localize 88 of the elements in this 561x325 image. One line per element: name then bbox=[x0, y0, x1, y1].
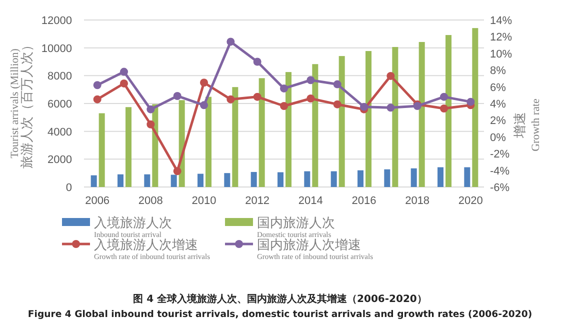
point bbox=[333, 100, 342, 108]
bar bbox=[384, 169, 390, 187]
bar bbox=[118, 174, 124, 187]
point bbox=[386, 72, 395, 80]
point bbox=[253, 58, 262, 66]
point bbox=[120, 79, 128, 88]
bar bbox=[198, 174, 204, 187]
bar bbox=[98, 113, 105, 187]
y2-tick-label: -6% bbox=[490, 182, 510, 194]
bar bbox=[258, 78, 265, 187]
bar bbox=[358, 170, 364, 187]
bar bbox=[338, 56, 345, 187]
x-tick-label: 2008 bbox=[138, 195, 163, 207]
point bbox=[146, 105, 155, 114]
point bbox=[333, 80, 342, 88]
point bbox=[226, 38, 235, 46]
bar bbox=[438, 167, 444, 187]
bar bbox=[472, 28, 478, 187]
bar bbox=[286, 72, 292, 187]
point bbox=[120, 68, 128, 76]
point bbox=[253, 92, 262, 101]
bar bbox=[418, 42, 425, 187]
x-tick-label: 2016 bbox=[352, 195, 376, 207]
y2-tick-label: -2% bbox=[490, 148, 510, 161]
text: Figure 4 Global inbound tourist arrivals, domestic tourist arrivals and growth rates (2006-2020) bbox=[28, 309, 532, 320]
text: 图 4 全球入境旅游人次、国内旅游人次及其增速（2006-2020） bbox=[133, 293, 427, 305]
legend-label: 入境旅游人次 Inbound tourist arrival bbox=[94, 215, 172, 239]
bar bbox=[312, 64, 318, 187]
point bbox=[146, 120, 155, 128]
point bbox=[360, 102, 368, 111]
y2-tick-label: 10% bbox=[490, 48, 512, 60]
y2-tick-label: 2% bbox=[490, 115, 506, 128]
bar bbox=[278, 172, 284, 187]
point bbox=[280, 84, 288, 92]
y2-axis-title: 增速 Growth rate bbox=[512, 98, 542, 152]
y2-tick-label: -4% bbox=[490, 165, 510, 178]
bar bbox=[330, 171, 337, 187]
bar bbox=[232, 87, 238, 187]
point bbox=[173, 92, 182, 100]
x-tick-label: 2014 bbox=[298, 195, 323, 207]
bar bbox=[224, 173, 230, 187]
y-axis-title: Tourist arrivals (Million) 旅游人次（百万人次） bbox=[9, 38, 34, 168]
x-tick-label: 2010 bbox=[192, 195, 216, 207]
point bbox=[440, 92, 448, 101]
y-tick-label: 0 bbox=[66, 182, 72, 194]
bar bbox=[446, 35, 452, 187]
point bbox=[440, 104, 448, 113]
legend-label: 国内旅游人次 Domestic tourist arrivals bbox=[257, 215, 335, 239]
bar bbox=[366, 51, 372, 187]
point bbox=[306, 76, 315, 84]
point bbox=[466, 98, 475, 106]
bar bbox=[464, 167, 470, 187]
bar bbox=[126, 107, 132, 187]
point bbox=[226, 95, 235, 104]
y-tick-label: 6000 bbox=[48, 98, 72, 110]
y-tick-label: 2000 bbox=[48, 154, 72, 166]
y2-tick-label: 4% bbox=[490, 98, 506, 110]
y2-tick-label: 6% bbox=[490, 82, 506, 94]
point bbox=[200, 78, 208, 87]
legend-label: 国内旅游人次增速 Growth rate of inbound tourist arrivals bbox=[257, 237, 374, 261]
y-tick-label: 8000 bbox=[48, 70, 72, 83]
bar bbox=[170, 174, 177, 187]
bar bbox=[304, 171, 310, 187]
y2-tick-label: 8% bbox=[490, 65, 506, 78]
bar bbox=[206, 96, 212, 187]
x-tick-label: 2020 bbox=[458, 195, 483, 207]
x-tick-label: 2012 bbox=[245, 195, 270, 207]
legend-label: 入境旅游人次增速 Growth rate of inbound tourist arrivals bbox=[94, 237, 210, 261]
bar bbox=[90, 175, 97, 187]
point bbox=[173, 167, 182, 176]
bar bbox=[392, 47, 398, 187]
bar bbox=[144, 174, 150, 187]
point bbox=[93, 95, 102, 104]
y-tick-label: 4000 bbox=[48, 126, 72, 138]
x-tick-label: 2018 bbox=[405, 195, 430, 207]
y2-tick-label: 14% bbox=[490, 15, 512, 27]
y2-tick-label: 0% bbox=[490, 132, 506, 144]
point bbox=[200, 101, 208, 110]
y-tick-label: 10000 bbox=[41, 42, 72, 55]
y2-tick-label: 12% bbox=[490, 32, 512, 44]
bar bbox=[250, 172, 257, 187]
point bbox=[280, 102, 288, 110]
y-tick-label: 12000 bbox=[41, 15, 72, 27]
point bbox=[93, 81, 102, 90]
point bbox=[306, 94, 315, 102]
bar bbox=[410, 168, 417, 187]
x-tick-label: 2006 bbox=[85, 195, 110, 207]
point bbox=[386, 104, 395, 112]
